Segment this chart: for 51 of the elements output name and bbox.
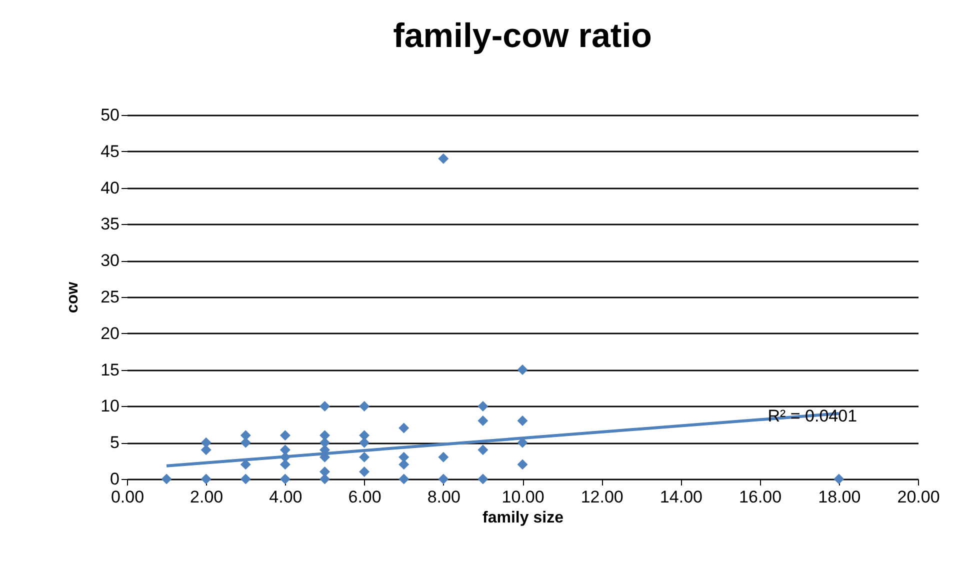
- x-tick-label: 18.00: [818, 488, 861, 506]
- point: [438, 153, 449, 164]
- x-tick-label: 6.00: [348, 488, 382, 506]
- x-tick-label: 14.00: [660, 488, 702, 506]
- point: [359, 400, 370, 412]
- chart-title: family-cow ratio: [393, 17, 652, 55]
- y-tick-label: 30: [100, 251, 120, 270]
- point: [398, 474, 410, 484]
- x-tick-label: 8.00: [427, 488, 460, 506]
- point: [398, 452, 410, 462]
- y-tick-label: 40: [100, 178, 120, 198]
- point: [478, 400, 488, 412]
- x-tick-label: 2.00: [190, 488, 224, 506]
- point: [320, 400, 330, 412]
- point: [161, 474, 172, 484]
- point: [478, 444, 488, 456]
- x-tick-label: 4.00: [269, 488, 302, 506]
- x-tick-label: 10.00: [502, 488, 544, 506]
- point: [200, 474, 212, 484]
- point: [240, 474, 251, 484]
- point: [398, 422, 410, 434]
- y-tick-label: 20: [100, 324, 120, 343]
- point: [517, 364, 528, 376]
- point: [280, 474, 290, 484]
- point: [200, 437, 212, 448]
- x-tick-label: 20.00: [897, 488, 940, 506]
- point: [438, 452, 449, 462]
- y-tick-label: 15: [100, 360, 120, 380]
- point: [320, 466, 330, 477]
- point: [478, 474, 488, 484]
- point: [517, 416, 528, 426]
- point: [438, 474, 449, 484]
- x-axis-title: family size: [482, 510, 564, 526]
- point: [359, 466, 370, 477]
- y-tick-label: 25: [100, 288, 120, 306]
- y-tick-label: 0: [110, 470, 120, 488]
- point: [200, 444, 212, 456]
- y-tick-label: 5: [110, 433, 120, 452]
- point: [834, 474, 844, 484]
- y-tick-label: 35: [100, 214, 120, 234]
- point: [359, 452, 370, 462]
- x-tick-label: 16.00: [739, 488, 782, 506]
- y-tick-label: 50: [100, 106, 120, 124]
- point: [280, 430, 290, 441]
- y-tick-label: 45: [100, 142, 120, 161]
- point: [478, 416, 488, 426]
- x-tick-label: 12.00: [580, 488, 624, 506]
- point: [517, 459, 528, 470]
- y-axis-title: cow: [64, 281, 82, 314]
- x-tick-label: 0.00: [110, 488, 144, 506]
- y-tick-label: 10: [100, 396, 120, 416]
